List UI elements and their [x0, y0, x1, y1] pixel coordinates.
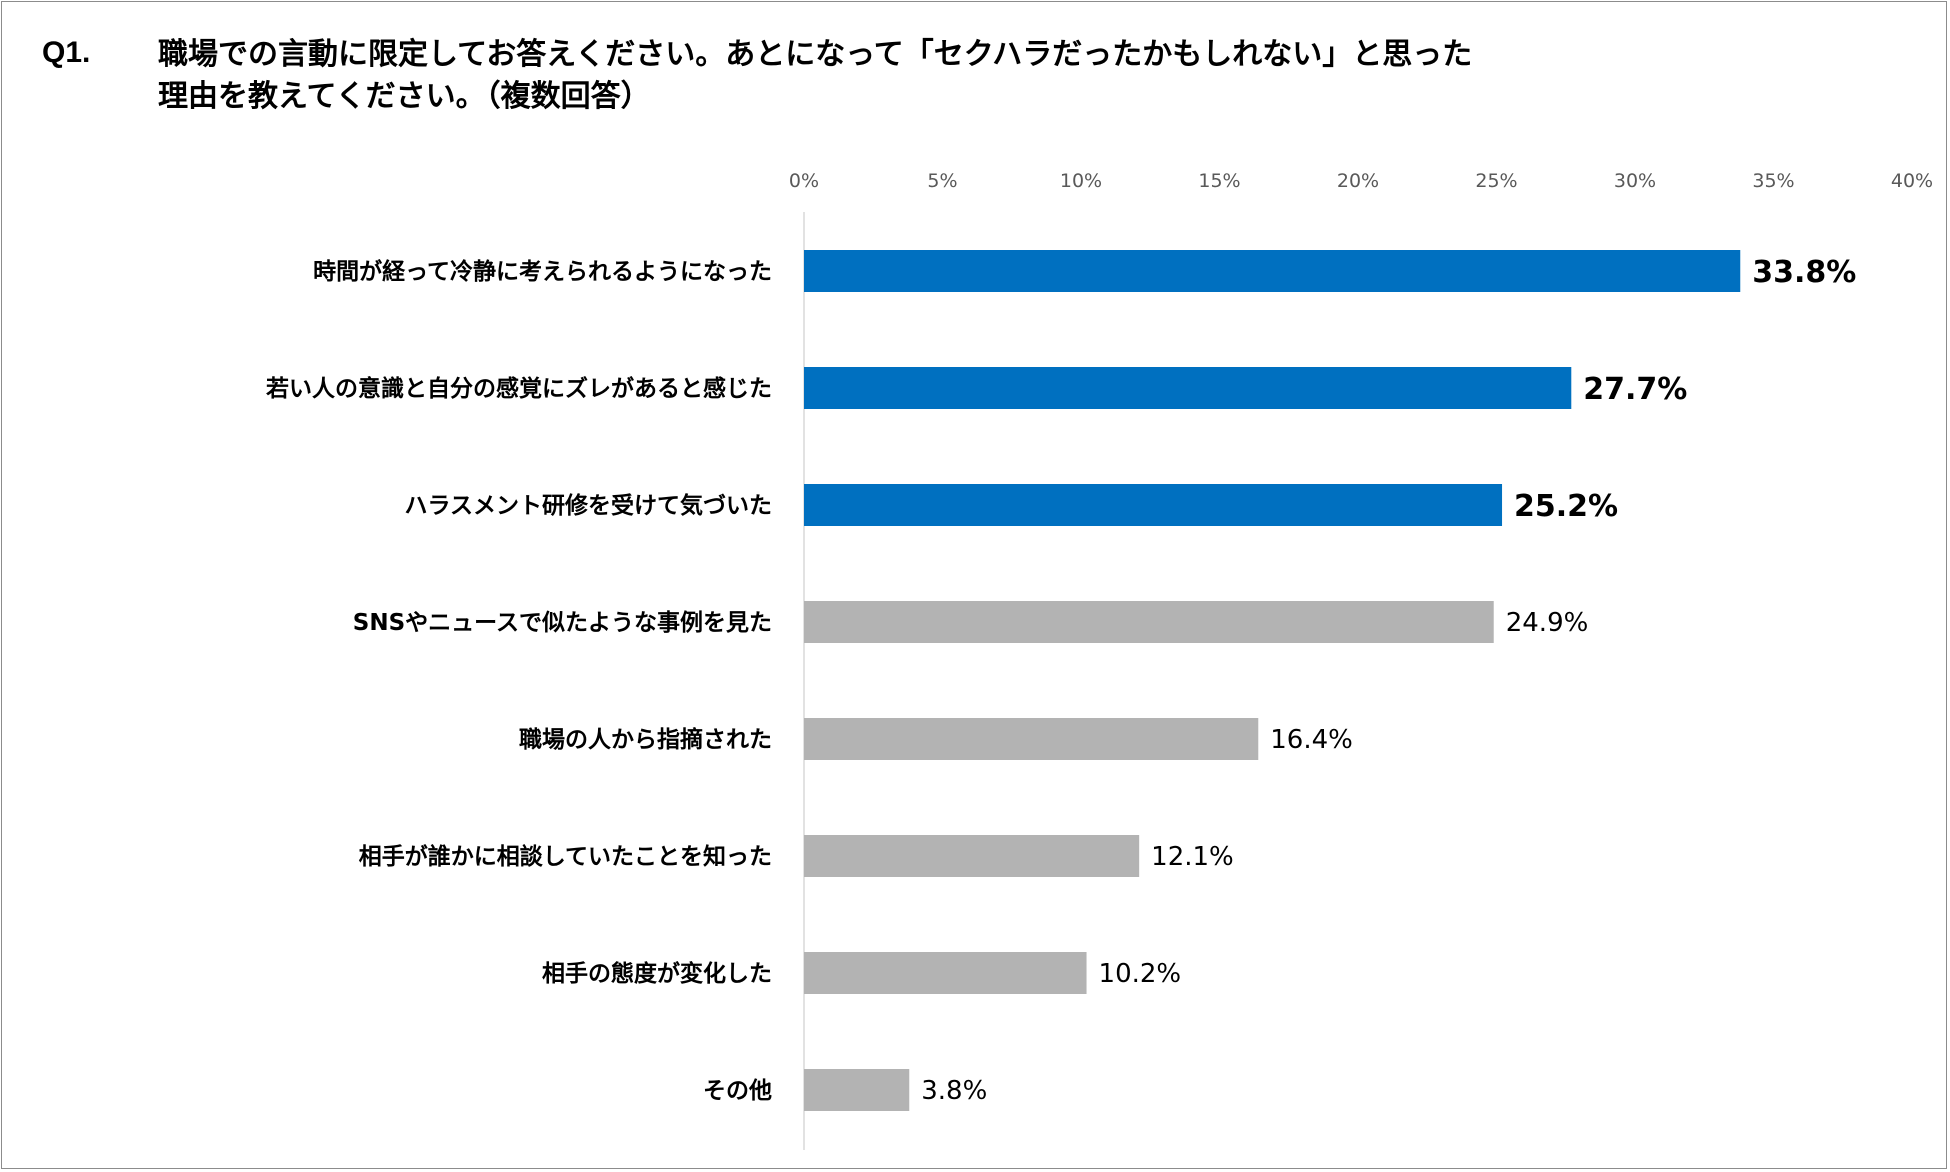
bar — [804, 484, 1503, 526]
bar — [804, 601, 1494, 643]
bar — [804, 835, 1140, 877]
category-label: 若い人の意識と自分の感覚にズレがあると感じた — [266, 375, 772, 402]
bar — [804, 367, 1572, 409]
value-label: 25.2% — [1514, 489, 1618, 524]
value-label: 16.4% — [1270, 725, 1353, 755]
x-tick-label: 20% — [1337, 170, 1379, 192]
category-label: 時間が経って冷静に考えられるようになった — [313, 258, 772, 285]
value-label: 33.8% — [1752, 255, 1856, 290]
x-tick-label: 15% — [1198, 170, 1240, 192]
x-tick-label: 5% — [927, 170, 957, 192]
x-tick-label: 0% — [789, 170, 819, 192]
value-label: 3.8% — [921, 1076, 987, 1106]
question-line-1: 職場での言動に限定してお答えください。あとになって「セクハラだったかもしれない」… — [158, 37, 1473, 72]
category-label: その他 — [703, 1078, 772, 1104]
bar — [804, 250, 1741, 292]
bar — [804, 952, 1087, 994]
value-label: 24.9% — [1506, 608, 1589, 638]
question-text: 職場での言動に限定してお答えください。あとになって「セクハラだったかもしれない」… — [158, 34, 1718, 118]
category-label: 相手の態度が変化した — [542, 960, 772, 987]
x-tick-label: 10% — [1060, 170, 1102, 192]
question-number: Q1. — [42, 36, 91, 69]
x-tick-label: 30% — [1614, 170, 1656, 192]
x-tick-label: 35% — [1752, 170, 1794, 192]
x-tick-label: 40% — [1891, 170, 1933, 192]
category-label: 職場の人から指摘された — [519, 726, 772, 753]
category-label: ハラスメント研修を受けて気づいた — [404, 492, 772, 519]
value-label: 12.1% — [1151, 842, 1234, 872]
bar — [804, 1069, 910, 1111]
value-label: 10.2% — [1099, 959, 1182, 989]
value-label: 27.7% — [1583, 372, 1687, 407]
category-label: SNSやニュースで似たような事例を見た — [353, 610, 772, 636]
x-tick-label: 25% — [1475, 170, 1517, 192]
question-line-2: 理由を教えてください。（複数回答） — [158, 79, 651, 114]
bar — [804, 718, 1259, 760]
category-label: 相手が誰かに相談していたことを知った — [359, 843, 772, 870]
